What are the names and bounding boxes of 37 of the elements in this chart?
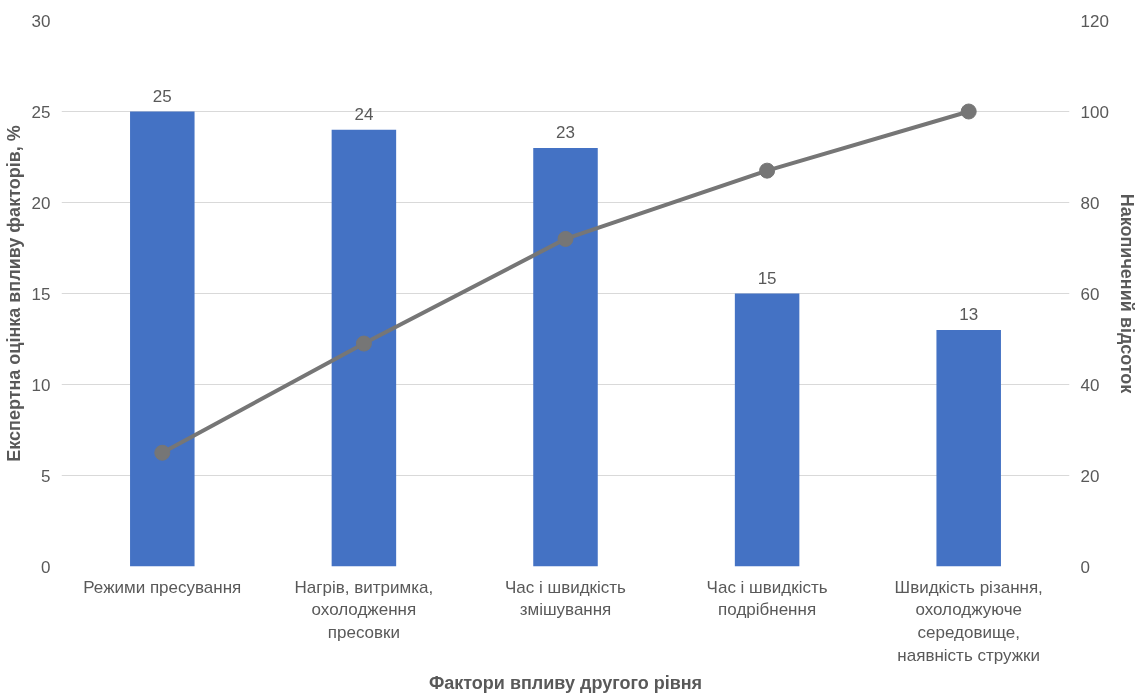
y-tick-label: 10 (31, 375, 51, 395)
y-tick-label: 20 (31, 193, 51, 213)
y-tick-label: 15 (31, 284, 51, 304)
point (759, 162, 776, 179)
y-tick-label: 25 (31, 102, 51, 122)
y2-tick-label: 40 (1080, 375, 1100, 395)
y2-tick-label: 120 (1080, 11, 1109, 31)
y2-tick-label: 80 (1080, 193, 1100, 213)
bar (533, 147, 598, 567)
y2-tick-label: 60 (1080, 284, 1100, 304)
x-tick-label: Режими пресування (83, 577, 242, 597)
bar (130, 111, 195, 567)
bar (734, 293, 800, 567)
data-label: 15 (757, 268, 777, 288)
data-label: 13 (959, 304, 979, 324)
x-axis-title: Фактори впливу другого рівня (428, 672, 703, 693)
y-tick-label: 5 (41, 466, 51, 486)
y2-tick-label: 0 (1080, 557, 1090, 577)
point (154, 444, 171, 461)
data-label: 25 (152, 86, 172, 106)
y2-axis-title: Накопичений відсоток (1116, 193, 1137, 395)
data-label: 23 (556, 122, 575, 142)
y-tick-label: 0 (41, 557, 51, 577)
bar (936, 329, 1001, 567)
y2-tick-label: 100 (1080, 102, 1109, 122)
bar (331, 129, 397, 567)
point (557, 230, 574, 247)
y-tick-label: 30 (31, 11, 51, 31)
x-tick-label: Нагрів, витримка, охолодження пресовки (294, 577, 434, 643)
y-axis-title: Експертна оцінка впливу факторів, % (3, 125, 24, 462)
x-tick-label: Швидкість різання, охолоджуюче середовище, наявність стружки (894, 577, 1043, 665)
point (355, 335, 372, 352)
point (960, 103, 977, 120)
x-tick-label: Час і швидкість змішування (505, 577, 627, 620)
data-label: 24 (354, 104, 374, 124)
y2-tick-label: 20 (1080, 466, 1100, 486)
x-tick-label: Час і швидкість подрібнення (706, 577, 828, 620)
